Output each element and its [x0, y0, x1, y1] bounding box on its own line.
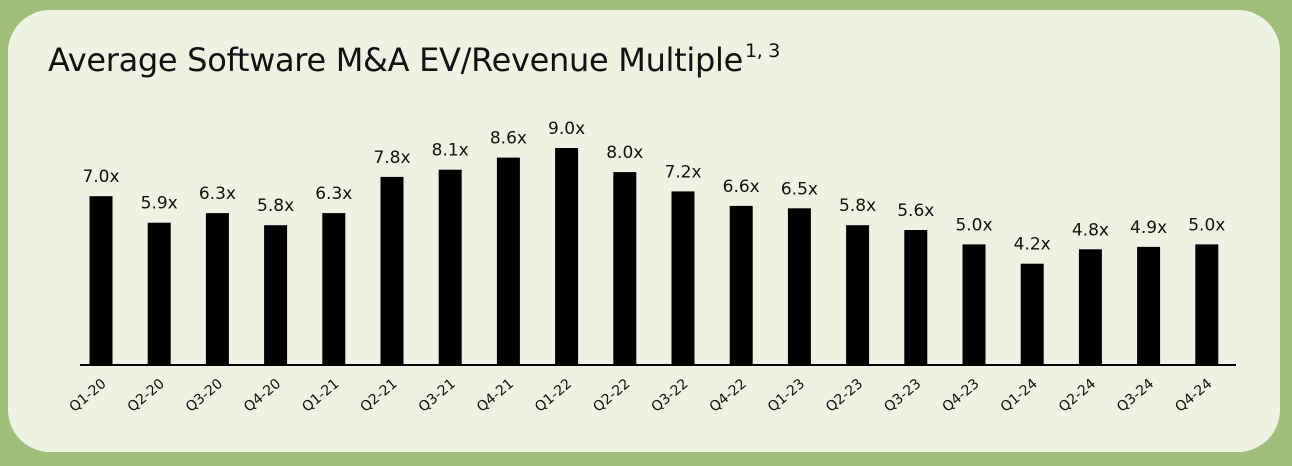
bar-Q1-21: [322, 213, 346, 365]
bar-Q4-24: [1195, 244, 1219, 365]
value-label-Q3-23: 5.6x: [897, 201, 934, 221]
x-tick-label-Q3-23: Q3-23: [881, 376, 924, 416]
chart-title-footnote: 1, 3: [744, 40, 781, 62]
x-tick-labels-group: Q1-20 Q2-20 Q3-20 Q4-20 Q1-21 Q2-21 Q3-21 Q4-21…: [67, 376, 1216, 416]
x-tick-label-Q2-23: Q2-23: [823, 376, 866, 416]
x-tick-label-Q2-21: Q2-21: [358, 376, 401, 416]
bar-Q2-23: [846, 225, 870, 365]
x-tick-label-Q1-23: Q1-23: [765, 376, 808, 416]
x-tick-label-Q1-24: Q1-24: [998, 376, 1041, 416]
x-tick-label-Q1-21: Q1-21: [299, 376, 342, 416]
bar-Q2-21: [380, 176, 404, 365]
x-tick-label-Q2-20: Q2-20: [125, 376, 168, 416]
value-label-Q1-20: 7.0x: [82, 167, 119, 187]
value-label-Q4-23: 5.0x: [955, 215, 992, 235]
value-label-Q2-22: 8.0x: [606, 143, 643, 163]
chart-card: Average Software M&A EV/Revenue Multiple…: [8, 10, 1280, 452]
value-label-Q4-22: 6.6x: [723, 177, 760, 197]
x-tick-label-Q3-20: Q3-20: [183, 376, 226, 416]
bar-Q4-23: [962, 244, 986, 365]
x-tick-label-Q4-23: Q4-23: [940, 376, 983, 416]
x-tick-label-Q4-22: Q4-22: [707, 376, 750, 416]
value-label-Q2-21: 7.8x: [373, 148, 410, 168]
value-label-Q3-21: 8.1x: [432, 141, 469, 161]
value-label-Q4-20: 5.8x: [257, 196, 294, 216]
chart-title-text: Average Software M&A EV/Revenue Multiple: [48, 41, 743, 79]
bar-Q2-24: [1078, 249, 1102, 365]
x-tick-label-Q3-24: Q3-24: [1114, 376, 1157, 416]
value-label-Q1-23: 6.5x: [781, 179, 818, 199]
bar-Q3-22: [671, 191, 695, 365]
x-tick-label-Q1-22: Q1-22: [532, 376, 575, 416]
chart-title: Average Software M&A EV/Revenue Multiple…: [48, 40, 780, 79]
bars-group: [89, 148, 1219, 365]
bar-chart: 7.0x 5.9x 6.3x 5.8x 6.3x 7.8x 8.1x 8.6x 9.0x 8.0x…: [67, 119, 1236, 416]
value-label-Q1-24: 4.2x: [1014, 235, 1051, 255]
value-label-Q1-22: 9.0x: [548, 119, 585, 139]
bar-Q4-20: [264, 225, 288, 365]
value-label-Q2-23: 5.8x: [839, 196, 876, 216]
value-label-Q3-22: 7.2x: [664, 162, 701, 182]
bar-Q1-24: [1020, 263, 1044, 365]
value-label-Q4-21: 8.6x: [490, 129, 527, 149]
x-tick-label-Q4-24: Q4-24: [1172, 376, 1215, 416]
bar-Q2-20: [147, 222, 171, 365]
bar-Q1-20: [89, 196, 113, 365]
x-tick-label-Q1-20: Q1-20: [67, 376, 110, 416]
x-tick-label-Q3-22: Q3-22: [649, 376, 692, 416]
value-labels-group: 7.0x 5.9x 6.3x 5.8x 6.3x 7.8x 8.1x 8.6x 9.0x 8.0x…: [82, 119, 1225, 255]
x-tick-label-Q2-24: Q2-24: [1056, 376, 1099, 416]
value-label-Q3-20: 6.3x: [199, 184, 236, 204]
bar-Q2-22: [613, 172, 637, 365]
bar-Q3-20: [205, 213, 229, 365]
bar-Q3-24: [1137, 246, 1161, 365]
value-label-Q2-24: 4.8x: [1072, 220, 1109, 240]
value-label-Q1-21: 6.3x: [315, 184, 352, 204]
bar-Q1-23: [787, 208, 811, 365]
value-label-Q3-24: 4.9x: [1130, 218, 1167, 238]
x-tick-label-Q4-20: Q4-20: [241, 376, 284, 416]
x-tick-label-Q2-22: Q2-22: [590, 376, 633, 416]
bar-Q3-23: [904, 230, 928, 365]
bar-Q3-21: [438, 169, 462, 365]
x-tick-label-Q3-21: Q3-21: [416, 376, 459, 416]
bar-Q4-22: [729, 205, 753, 365]
bar-Q1-22: [555, 148, 579, 365]
value-label-Q4-24: 5.0x: [1188, 215, 1225, 235]
x-tick-label-Q4-21: Q4-21: [474, 376, 517, 416]
bar-Q4-21: [496, 157, 520, 365]
value-label-Q2-20: 5.9x: [141, 194, 178, 214]
